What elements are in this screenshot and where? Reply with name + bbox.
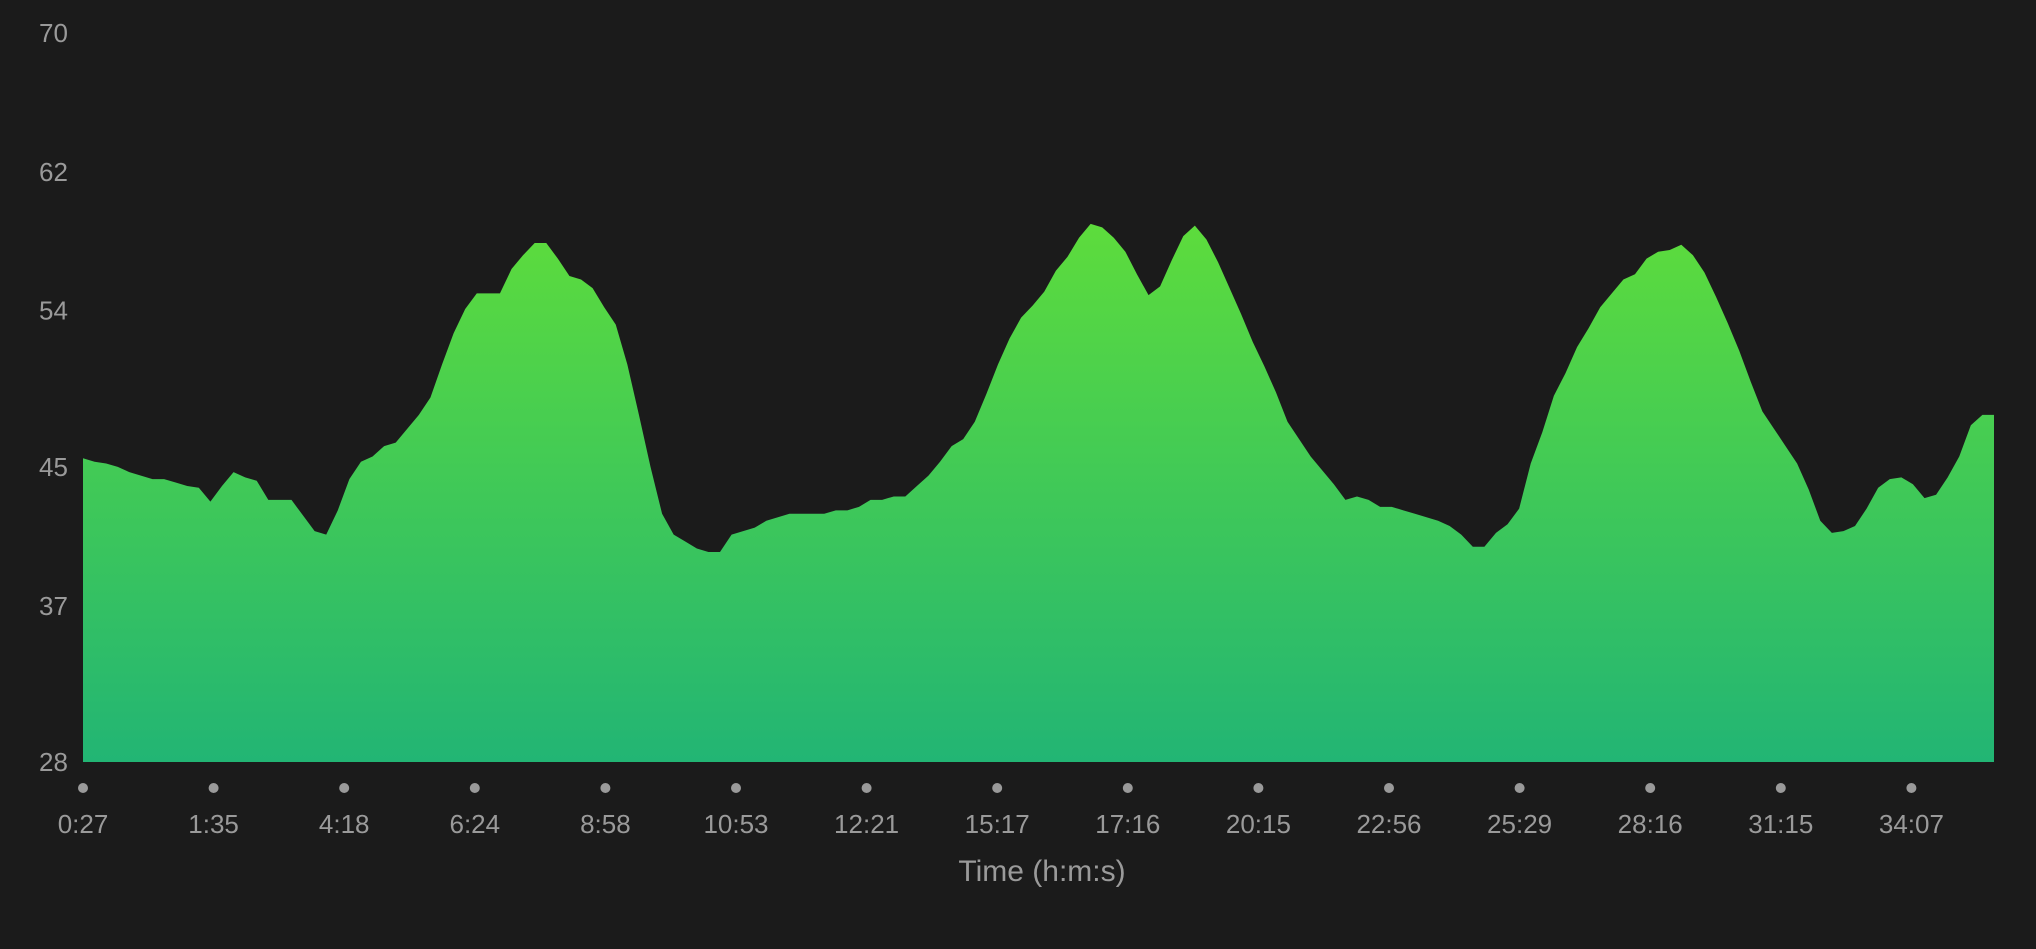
y-axis: 28 37 45 54 62 70 bbox=[39, 18, 68, 777]
x-tick-marker bbox=[1514, 783, 1525, 793]
x-tick-label: 25:29 bbox=[1487, 809, 1552, 839]
x-tick-marker bbox=[731, 783, 741, 793]
x-tick-marker bbox=[861, 783, 872, 793]
y-tick-label: 54 bbox=[39, 296, 68, 326]
x-tick-label: 15:17 bbox=[965, 809, 1030, 839]
series-area-layer bbox=[83, 223, 1994, 762]
x-tick-label: 4:18 bbox=[319, 809, 370, 839]
series-area bbox=[83, 223, 1994, 762]
x-axis: 0:27 1:35 4:18 6:24 8:58 10:53 12:21 15:17 17:16… bbox=[58, 783, 1944, 839]
x-tick-marker bbox=[1906, 783, 1917, 793]
x-tick-label: 10:53 bbox=[703, 809, 768, 839]
x-tick-label: 31:15 bbox=[1748, 809, 1813, 839]
x-tick-marker bbox=[78, 783, 88, 793]
x-tick-marker bbox=[339, 783, 350, 793]
x-tick-label: 8:58 bbox=[580, 809, 631, 839]
x-tick-label: 20:15 bbox=[1226, 809, 1291, 839]
x-tick-marker bbox=[208, 783, 219, 793]
y-tick-label: 37 bbox=[39, 591, 68, 621]
x-tick-label: 17:16 bbox=[1095, 809, 1160, 839]
x-tick-label: 0:27 bbox=[58, 809, 109, 839]
x-tick-marker bbox=[469, 783, 480, 793]
x-tick-marker bbox=[1253, 783, 1264, 793]
y-tick-label: 45 bbox=[39, 452, 68, 482]
x-tick-marker bbox=[1645, 783, 1656, 793]
x-tick-label: 12:21 bbox=[834, 809, 899, 839]
y-tick-label: 70 bbox=[39, 18, 68, 48]
x-tick-label: 22:56 bbox=[1356, 809, 1421, 839]
y-tick-label: 62 bbox=[39, 157, 68, 187]
x-tick-label: 34:07 bbox=[1879, 809, 1944, 839]
x-tick-label: 28:16 bbox=[1618, 809, 1683, 839]
x-tick-marker bbox=[600, 783, 611, 793]
x-tick-marker bbox=[1775, 783, 1786, 793]
x-tick-label: 6:24 bbox=[449, 809, 500, 839]
x-axis-label: Time (h:m:s) bbox=[958, 855, 1125, 888]
x-tick-marker bbox=[1122, 783, 1133, 793]
y-tick-label: 28 bbox=[39, 747, 68, 777]
x-tick-marker bbox=[1384, 783, 1394, 793]
x-tick-marker bbox=[992, 783, 1003, 793]
x-tick-label: 1:35 bbox=[188, 809, 239, 839]
